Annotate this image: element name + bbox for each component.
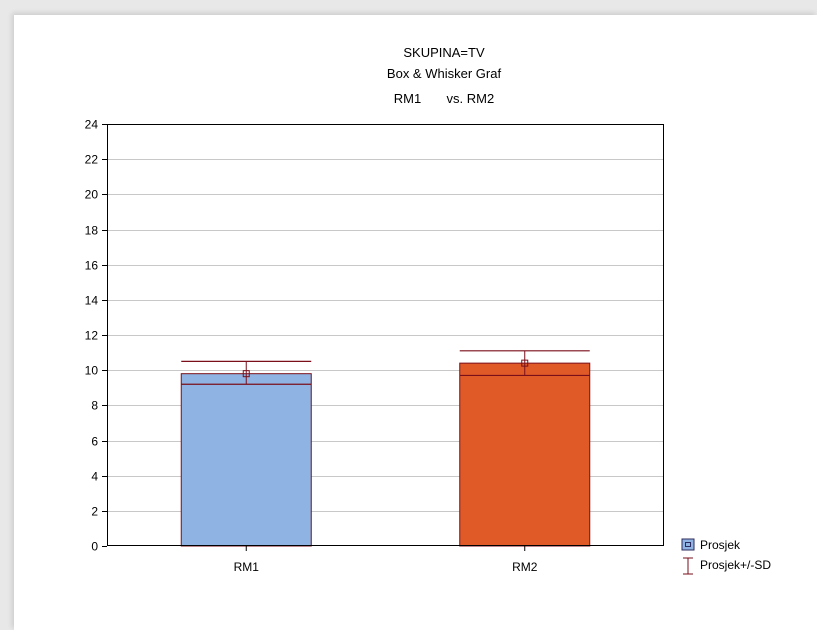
y-tick-label: 10 xyxy=(85,364,99,378)
y-tick-label: 2 xyxy=(91,505,98,519)
legend-sd-label: Prosjek+/-SD xyxy=(700,558,771,572)
bar xyxy=(180,373,312,547)
x-tick-label: RM2 xyxy=(512,560,538,574)
mean-marker xyxy=(242,370,250,378)
axes xyxy=(107,124,664,546)
chart-panel xyxy=(14,15,817,630)
chart-title-line-2: Box & Whisker Graf xyxy=(387,66,502,81)
legend-prosjek-label: Prosjek xyxy=(700,538,741,552)
legend-prosjek-swatch xyxy=(681,538,695,551)
y-tick-label: 4 xyxy=(91,470,98,484)
chart-title-line-1: SKUPINA=TV xyxy=(403,45,485,60)
y-tick-label: 20 xyxy=(85,188,99,202)
plot-frame xyxy=(107,124,664,546)
chart-titles: SKUPINA=TV Box & Whisker Graf RM1 vs. RM… xyxy=(387,45,502,106)
x-axis-ticks: RM1 RM2 xyxy=(234,546,538,574)
y-tick-label: 6 xyxy=(91,435,98,449)
bars xyxy=(180,350,591,547)
y-tick-label: 14 xyxy=(85,294,99,308)
bar xyxy=(459,362,591,547)
y-tick-label: 16 xyxy=(85,259,99,273)
x-tick-label: RM1 xyxy=(234,560,260,574)
y-tick-label: 8 xyxy=(91,399,98,413)
y-tick-label: 24 xyxy=(85,118,99,132)
legend: Prosjek Prosjek+/-SD xyxy=(681,538,771,575)
y-tick-label: 22 xyxy=(85,153,99,167)
chart-title-line-3: RM1 vs. RM2 xyxy=(394,91,494,106)
y-tick-label: 12 xyxy=(85,329,99,343)
legend-prosjek-marker-icon xyxy=(685,542,691,547)
y-tick-label: 0 xyxy=(91,540,98,554)
mean-marker xyxy=(521,359,529,367)
y-tick-label: 18 xyxy=(85,224,99,238)
